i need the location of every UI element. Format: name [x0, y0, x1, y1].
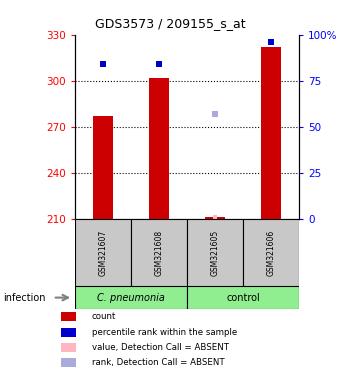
Bar	[131, 219, 187, 286]
Bar	[75, 219, 131, 286]
Text: GSM321605: GSM321605	[210, 229, 220, 276]
Bar	[243, 219, 299, 286]
Text: GDS3573 / 209155_s_at: GDS3573 / 209155_s_at	[95, 17, 245, 30]
Bar	[205, 217, 225, 219]
Text: GSM321607: GSM321607	[98, 229, 107, 276]
Text: percentile rank within the sample: percentile rank within the sample	[92, 328, 237, 337]
Bar	[93, 116, 113, 219]
Text: count: count	[92, 312, 116, 321]
Bar	[187, 219, 243, 286]
Text: rank, Detection Call = ABSENT: rank, Detection Call = ABSENT	[92, 358, 224, 367]
Text: infection: infection	[3, 293, 46, 303]
Bar	[75, 286, 187, 309]
Text: GSM321606: GSM321606	[267, 229, 276, 276]
Bar	[261, 47, 281, 219]
Bar	[187, 286, 299, 309]
Bar	[149, 78, 169, 219]
Text: C. pneumonia: C. pneumonia	[97, 293, 165, 303]
Text: value, Detection Call = ABSENT: value, Detection Call = ABSENT	[92, 343, 229, 352]
Text: GSM321608: GSM321608	[154, 229, 164, 276]
Text: control: control	[226, 293, 260, 303]
